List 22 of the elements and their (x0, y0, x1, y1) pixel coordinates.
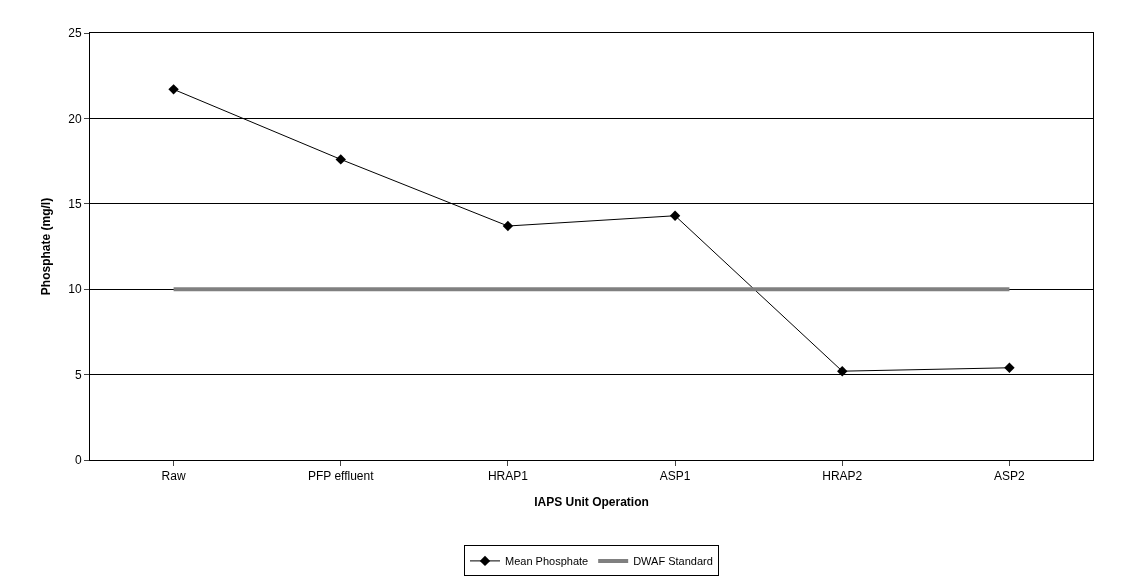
x-tick-label: HRAP2 (822, 469, 863, 484)
y-tick-label: 20 (68, 111, 82, 126)
x-axis-title: IAPS Unit Operation (534, 495, 649, 510)
y-axis-title: Phosphate (mg/l) (38, 197, 53, 296)
y-tick-label: 0 (74, 453, 82, 468)
x-tick-label: PFP effluent (307, 469, 375, 484)
y-tick-label: 25 (68, 26, 82, 41)
x-tick-label: ASP1 (659, 469, 691, 484)
point (168, 84, 179, 95)
y-tick-label: 5 (74, 367, 82, 382)
x-tick-label: Raw (161, 469, 186, 484)
y-tick-label: 10 (68, 282, 82, 297)
point (837, 365, 848, 377)
point (502, 220, 514, 232)
legend-label: DWAF Standard (633, 555, 713, 568)
point (335, 154, 346, 165)
x-tick-label: ASP2 (994, 469, 1026, 484)
legend-label: Mean Phosphate (505, 555, 589, 568)
point (1004, 362, 1015, 373)
point (669, 210, 681, 221)
y-tick-label: 15 (68, 197, 82, 211)
x-tick-label: HRAP1 (487, 469, 529, 484)
